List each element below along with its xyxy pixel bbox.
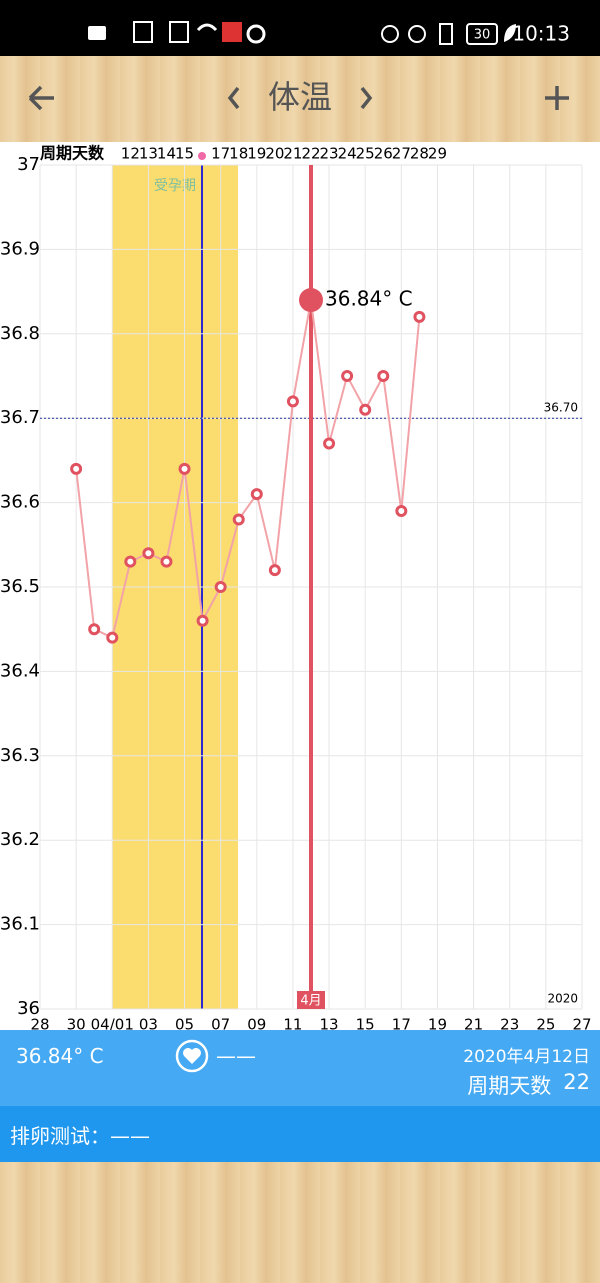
prev-button[interactable] [227, 86, 240, 110]
back-button[interactable] [28, 85, 54, 111]
selected-point [299, 288, 323, 313]
next-button[interactable] [360, 86, 373, 110]
x-tick-label: 25 [536, 1016, 555, 1031]
x-tick-label: 09 [247, 1016, 266, 1031]
reference-label: 36.70 [544, 401, 578, 415]
point [250, 488, 263, 501]
cycle-day-label: 19 [247, 145, 266, 163]
status-icons: 30 10:13 [88, 21, 570, 46]
status-bar: 30 10:13 [0, 0, 600, 56]
chart: 受孕期 周期天数 2020 36 36.1 36.2 36.3 36.4 36.5 36.6… [0, 142, 600, 1030]
x-tick-label: 21 [464, 1016, 483, 1031]
cycle-day-label: 22 [301, 145, 320, 163]
app-header: 体温 [0, 56, 600, 144]
y-tick-label: 36 [17, 998, 40, 1019]
point [70, 462, 83, 475]
y-tick-label: 36.6 [0, 492, 40, 513]
x-tick-label: 07 [211, 1016, 230, 1031]
point [341, 370, 354, 382]
y-tick-label: 36.2 [0, 829, 40, 850]
point [178, 462, 191, 475]
point [359, 403, 372, 416]
cycle-day-label: 25 [356, 145, 375, 163]
point [323, 437, 336, 450]
ovulation-dot [198, 152, 206, 160]
point [88, 623, 101, 636]
add-button[interactable] [545, 86, 569, 110]
top-axis-title: 周期天数 [40, 144, 105, 163]
cycle-day-label: 12 [121, 145, 140, 163]
bottom-area [0, 1162, 600, 1283]
point [377, 370, 390, 382]
point [160, 555, 173, 568]
x-tick-label: 13 [320, 1016, 339, 1031]
ovulation-test: 排卵测试：—— [10, 1124, 150, 1148]
x-tick-label: 04/01 [91, 1016, 134, 1031]
x-tick-label: 11 [283, 1016, 302, 1031]
y-tick-label: 36.8 [0, 323, 40, 344]
x-tick-label: 28 [30, 1016, 49, 1031]
summary-temperature: 36.84° C [16, 1044, 104, 1068]
point [214, 581, 227, 593]
y-tick-label: 36.1 [0, 914, 40, 935]
x-tick-label: 23 [500, 1016, 519, 1031]
cycle-day-label: 17 [211, 145, 230, 163]
summary-cycle: 周期天数 22 [467, 1070, 590, 1100]
clock: 10:13 [512, 22, 570, 46]
cycle-day-label: 23 [320, 145, 339, 163]
y-tick-label: 36.5 [0, 576, 40, 597]
year-label: 2020 [547, 992, 578, 1006]
point [413, 310, 426, 323]
heart-icon[interactable] [174, 1038, 210, 1074]
point [106, 631, 119, 644]
summary-date: 2020年4月12日 [463, 1047, 590, 1067]
x-tick-label: 03 [139, 1016, 158, 1031]
ovulation-test-bar[interactable]: 排卵测试：—— [0, 1106, 600, 1162]
month-box [297, 991, 325, 1009]
fertile-label: 受孕期 [154, 178, 196, 194]
cycle-day-label: 26 [374, 145, 393, 163]
point [268, 564, 281, 577]
point [286, 395, 299, 408]
point [232, 513, 245, 526]
cycle-day-label: 14 [157, 145, 176, 163]
cycle-day-label: 20 [265, 145, 284, 163]
y-tick-label: 36.7 [0, 407, 40, 428]
cycle-day-label: 13 [139, 145, 158, 163]
cycle-day-label: 18 [229, 145, 248, 163]
point [142, 547, 155, 560]
x-tick-label: 15 [356, 1016, 375, 1031]
cycle-day-label: 27 [392, 145, 411, 163]
summary-note: —— [216, 1044, 256, 1068]
cycle-day-label: 周期天数 [467, 1074, 552, 1098]
point [395, 505, 408, 518]
cycle-day-label: 15 [175, 145, 194, 163]
month-label: 4月 [300, 994, 321, 1009]
y-tick-label: 36.4 [0, 660, 40, 681]
cycle-day-label: 28 [410, 145, 429, 163]
x-tick-label: 05 [175, 1016, 194, 1031]
battery: 30 [474, 28, 491, 43]
y-tick-label: 36.9 [0, 238, 40, 259]
y-tick-label: 37 [17, 154, 40, 175]
point [196, 614, 209, 627]
cycle-day: 22 [563, 1070, 590, 1094]
x-tick-label: 19 [428, 1016, 447, 1031]
cycle-day-label: 24 [338, 145, 357, 163]
x-tick-label: 30 [67, 1016, 86, 1031]
header-bar: 体温 [28, 78, 569, 116]
x-tick-label: 17 [392, 1016, 411, 1031]
cycle-day-label: 21 [283, 145, 302, 163]
cycle-day-label: 29 [428, 145, 447, 163]
point [124, 555, 137, 568]
x-tick-label: 27 [572, 1016, 591, 1031]
y-tick-label: 36.3 [0, 745, 40, 766]
header-title: 体温 [268, 78, 332, 116]
value-label: 36.84° C [325, 287, 413, 311]
summary-bar: 36.84° C —— 2020年4月12日 周期天数 22 [0, 1030, 600, 1106]
